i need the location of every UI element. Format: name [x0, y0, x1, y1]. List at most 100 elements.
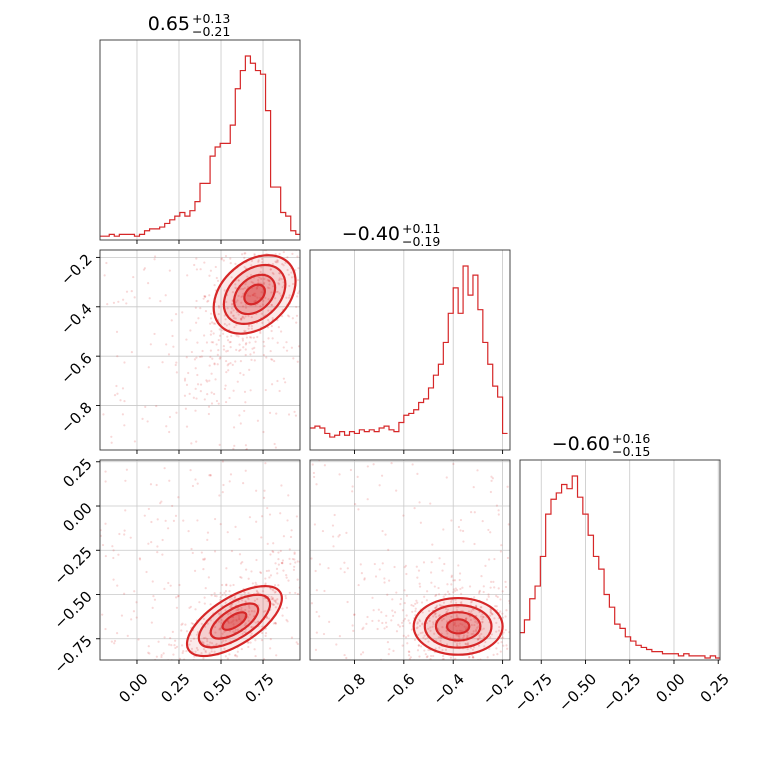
scatter-point: [290, 212, 292, 214]
scatter-point: [438, 557, 441, 560]
scatter-point: [194, 387, 197, 390]
scatter-point: [301, 214, 303, 216]
scatter-point: [225, 371, 228, 374]
scatter-point: [282, 281, 285, 284]
scatter-point: [218, 443, 221, 446]
scatter-point: [236, 380, 239, 383]
scatter-point: [243, 252, 246, 255]
scatter-point: [241, 632, 244, 635]
scatter-point: [196, 648, 199, 651]
scatter-point: [219, 627, 222, 630]
scatter-point: [407, 654, 411, 657]
scatter-point: [504, 628, 507, 632]
scatter-point: [216, 363, 219, 366]
scatter-point: [239, 562, 243, 565]
scatter-point: [190, 647, 194, 650]
scatter-point: [171, 709, 173, 711]
scatter-point: [502, 644, 505, 647]
scatter-point: [461, 529, 465, 533]
scatter-point: [234, 654, 237, 657]
scatter-point: [276, 602, 279, 605]
scatter-point: [234, 286, 237, 289]
scatter-point: [254, 299, 257, 302]
scatter-point: [458, 629, 461, 632]
scatter-point: [398, 667, 400, 669]
scatter-point: [232, 619, 235, 622]
scatter-point: [240, 606, 243, 610]
scatter-point: [385, 614, 388, 617]
scatter-point: [219, 523, 222, 526]
scatter-point: [225, 300, 228, 304]
scatter-point: [518, 641, 520, 643]
scatter-point: [223, 289, 226, 292]
scatter-point: [231, 620, 234, 623]
scatter-point: [218, 357, 221, 360]
scatter-point: [386, 593, 389, 596]
scatter-point: [192, 677, 194, 679]
scatter-point: [203, 398, 206, 401]
scatter-point: [450, 583, 453, 586]
scatter-point: [200, 355, 203, 358]
scatter-point: [282, 180, 284, 182]
scatter-point: [313, 544, 315, 546]
scatter-point: [239, 360, 243, 363]
scatter-point: [455, 613, 458, 617]
scatter-point: [210, 391, 213, 394]
scatter-point: [185, 338, 188, 341]
scatter-point: [433, 613, 436, 616]
scatter-point: [182, 663, 184, 665]
scatter-point: [230, 549, 234, 553]
scatter-point: [215, 276, 218, 280]
scatter-point: [199, 678, 201, 680]
scatter-point: [416, 626, 419, 629]
scatter-point: [213, 517, 217, 521]
scatter-point: [224, 400, 228, 404]
scatter-point: [516, 628, 518, 630]
scatter-point: [229, 362, 232, 365]
scatter-point: [243, 390, 247, 393]
scatter-point: [160, 655, 163, 659]
scatter-point: [213, 322, 217, 325]
scatter-point: [198, 355, 202, 359]
scatter-point: [425, 655, 429, 659]
scatter-point: [504, 580, 507, 583]
scatter-point: [291, 557, 294, 561]
scatter-point: [264, 577, 267, 580]
scatter-point: [189, 639, 193, 643]
scatter-point: [268, 287, 271, 290]
scatter-point: [151, 606, 154, 609]
scatter-point: [278, 252, 281, 256]
scatter-point: [462, 540, 465, 543]
scatter-point: [445, 610, 449, 613]
scatter-point: [174, 363, 177, 367]
scatter-point: [267, 244, 269, 246]
scatter-point: [195, 321, 198, 324]
scatter-point: [481, 618, 484, 621]
scatter-point: [252, 336, 256, 339]
scatter-point: [455, 634, 458, 637]
scatter-point: [240, 301, 243, 304]
scatter-point: [277, 551, 280, 554]
scatter-point: [237, 614, 240, 617]
scatter-point: [493, 666, 495, 668]
scatter-point: [453, 579, 457, 582]
scatter-point: [240, 318, 243, 322]
scatter-point: [421, 631, 424, 634]
scatter-point: [521, 627, 523, 629]
scatter-point: [202, 568, 205, 571]
scatter-point: [356, 475, 359, 478]
x-tick-label: −0.6: [380, 670, 418, 708]
scatter-point: [466, 643, 469, 646]
scatter-point: [407, 619, 410, 622]
scatter-point: [471, 655, 474, 659]
scatter-point: [506, 556, 510, 560]
scatter-point: [467, 610, 471, 613]
scatter-point: [213, 661, 215, 663]
scatter-point: [281, 232, 283, 234]
scatter-point: [427, 648, 430, 652]
scatter-point: [294, 244, 296, 246]
scatter-point: [335, 643, 338, 646]
scatter-point: [281, 561, 284, 564]
scatter-point: [287, 237, 289, 239]
title-median: −0.40: [342, 223, 400, 245]
